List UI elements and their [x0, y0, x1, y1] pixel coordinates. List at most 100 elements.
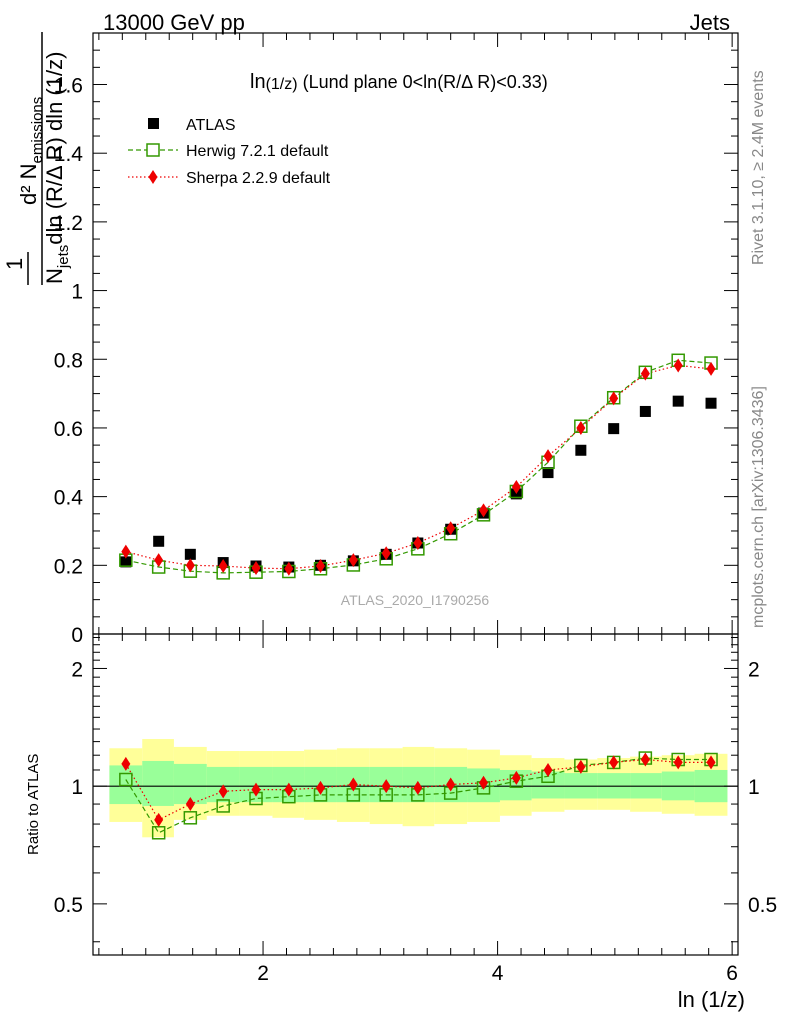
sherpa-point	[154, 553, 164, 568]
ratio-sherpa-point	[511, 770, 521, 785]
sherpa-point	[576, 420, 586, 435]
ratio-sherpa-point	[185, 797, 195, 812]
main-ytick-label: 1.6	[54, 75, 83, 98]
atlas-point	[639, 405, 651, 417]
mcplots-label: mcplots.cern.ch [arXiv:1306.3436]	[750, 386, 767, 628]
sherpa-point	[640, 366, 650, 381]
ylabel-num-sub: emissions	[29, 97, 46, 164]
ratio-xtick-label: 2	[257, 962, 269, 985]
ratio-sherpa-point	[316, 780, 326, 795]
sherpa-point	[284, 561, 294, 576]
ratio-sherpa-point	[609, 755, 619, 770]
ratio-ytick-label-right: 2	[748, 658, 760, 681]
sherpa-point	[543, 449, 553, 464]
legend-herwig-label: Herwig 7.2.1 default	[186, 143, 329, 160]
ratio-sherpa-point	[121, 756, 131, 771]
atlas-point	[672, 395, 684, 407]
ratio-ytick-label-right: 1	[748, 776, 760, 799]
ylabel-den-n: N	[42, 268, 67, 284]
ratio-sherpa-point	[348, 777, 358, 792]
main-ytick-label: 0.8	[54, 349, 83, 372]
ratio-sherpa-point	[218, 784, 228, 799]
ratio-herwig-point	[183, 811, 198, 825]
ratio-sherpa-point	[251, 782, 261, 797]
atlas-point	[153, 535, 165, 547]
ratio-ytick-label: 1	[71, 776, 83, 799]
sherpa-point	[251, 561, 261, 576]
atlas-point	[184, 548, 196, 560]
ratio-sherpa-point	[673, 755, 683, 770]
main-ytick-label: 1	[71, 281, 83, 304]
atlas-point	[120, 556, 132, 568]
ratio-herwig-point	[216, 799, 230, 813]
band-inner-bin	[109, 765, 143, 805]
plot-title-text: (Lund plane 0<ln(R/Δ R)<0.33)	[303, 72, 548, 92]
ratio-herwig-line	[125, 757, 711, 834]
main-ytick-label: 0	[71, 624, 83, 647]
sherpa-point	[348, 553, 358, 568]
ylabel-one: 1	[2, 258, 27, 270]
atlas-point	[575, 444, 587, 456]
ratio-sherpa-point	[706, 755, 716, 770]
ratio-sherpa-point	[543, 762, 553, 777]
ratio-xtick-label: 6	[726, 962, 738, 985]
legend-sherpa-marker	[148, 170, 158, 184]
sherpa-point	[706, 361, 716, 376]
rivet-label: Rivet 3.1.10, ≥ 2.4M events	[750, 70, 767, 265]
legend-atlas-marker	[148, 118, 159, 129]
sherpa-point	[609, 391, 619, 406]
sherpa-point	[121, 544, 131, 559]
legend-herwig-marker	[146, 143, 160, 157]
atlas-point	[542, 467, 554, 479]
ratio-sherpa-point	[576, 759, 586, 774]
ratio-sherpa-point	[413, 780, 423, 795]
sherpa-point	[413, 535, 423, 550]
sherpa-point	[218, 559, 228, 574]
ratio-frame	[92, 633, 739, 956]
ratio-ylabel: Ratio to ATLAS	[25, 754, 42, 855]
xlabel: ln (1/z)	[678, 987, 745, 1012]
ratio-herwig-point	[151, 826, 166, 840]
ratio-sherpa-point	[446, 777, 456, 792]
ylabel-numerator: d² Nemissions	[16, 97, 46, 205]
analysis-watermark: ATLAS_2020_I1790256	[341, 592, 490, 608]
sherpa-point	[381, 546, 391, 561]
plot-title: ln(1/z) (Lund plane 0<ln(R/Δ R)<0.33)	[250, 71, 548, 93]
sherpa-point	[316, 559, 326, 574]
ratio-ytick-label: 2	[71, 658, 83, 681]
main-ylabel: 1 Njetsdln (R/Δ R) dln (1/z) d² Nemissio…	[2, 32, 72, 285]
band-inner-bin	[142, 760, 174, 806]
ratio-sherpa-point	[154, 812, 164, 827]
ylabel-den-sub: jets	[55, 245, 72, 269]
plot-title-prefix: ln	[250, 71, 266, 93]
ylabel-den-rest: dln (R/Δ R) dln (1/z)	[42, 52, 67, 245]
main-ytick-label: 1.4	[54, 143, 84, 166]
sherpa-point	[185, 558, 195, 573]
ratio-sherpa-point	[640, 752, 650, 767]
atlas-point	[608, 423, 620, 435]
ratio-panel: 2 4 6 0.5 0.5 1 1 2 2	[54, 633, 777, 985]
main-ytick-label: 0.6	[54, 418, 83, 441]
ylabel-num-n: d² N	[16, 163, 41, 205]
ratio-sherpa-point	[479, 775, 489, 790]
legend: ATLAS Herwig 7.2.1 default Sherpa 2.2.9 …	[128, 117, 331, 187]
sherpa-point	[446, 521, 456, 536]
atlas-point	[705, 397, 717, 409]
ratio-xtick-label: 4	[492, 962, 504, 985]
main-ytick-label: 0.4	[54, 487, 84, 510]
legend-sherpa-label: Sherpa 2.2.9 default	[186, 170, 331, 187]
ratio-herwig-point	[119, 772, 133, 787]
ratio-sherpa-point	[284, 782, 294, 797]
header-right-label: Jets	[690, 10, 730, 35]
header-left-label: 13000 GeV pp	[103, 10, 245, 35]
plot-title-sub: (1/z)	[266, 76, 298, 93]
sherpa-point	[511, 480, 521, 495]
ratio-ytick-label: 0.5	[54, 894, 83, 917]
main-ytick-label: 1.2	[54, 212, 83, 235]
ratio-sherpa-point	[381, 779, 391, 794]
main-ytick-label: 0.2	[54, 555, 83, 578]
main-panel: 0 0.2 0.4 0.6 0.8 1 1.2 1.4 1.6	[54, 32, 739, 647]
sherpa-point	[479, 503, 489, 518]
ratio-ytick-label-right: 0.5	[748, 894, 777, 917]
